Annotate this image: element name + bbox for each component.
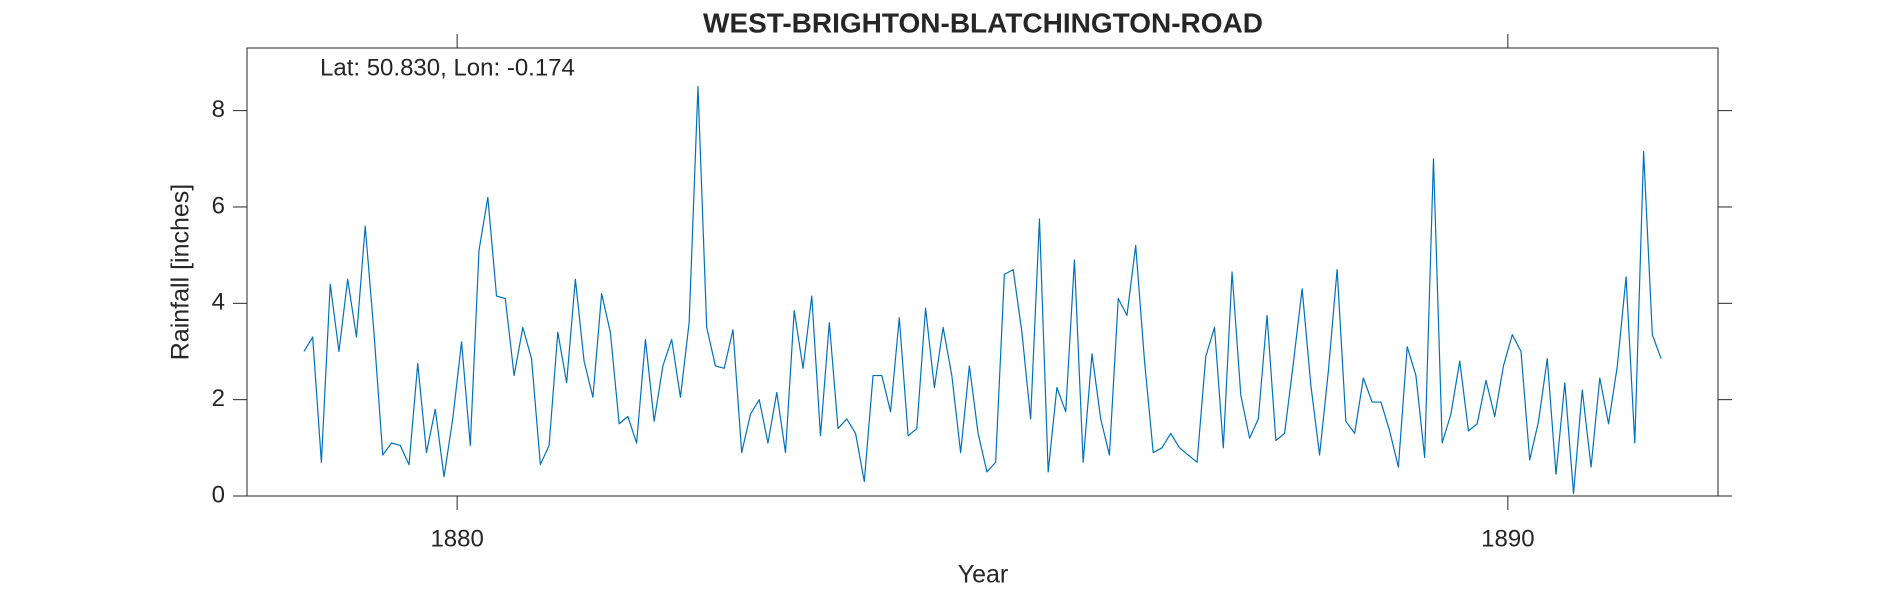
x-tick-label: 1880 (430, 525, 483, 552)
x-axis-label: Year (958, 561, 1009, 589)
y-tick-label: 0 (212, 481, 225, 508)
annotation: Lat: 50.830, Lon: -0.174 (320, 54, 575, 81)
rainfall-line (303, 85, 1662, 495)
y-tick-label: 6 (212, 192, 225, 219)
y-tick-label: 2 (212, 385, 225, 412)
plot-frame (246, 47, 1719, 497)
y-tick-label: 4 (212, 289, 225, 316)
y-tick-label: 8 (212, 96, 225, 123)
chart-title: WEST-BRIGHTON-BLATCHINGTON-ROAD (703, 7, 1263, 38)
x-tick-label: 1890 (1481, 525, 1534, 552)
y-axis-label: Rainfall [inches] (167, 184, 195, 360)
